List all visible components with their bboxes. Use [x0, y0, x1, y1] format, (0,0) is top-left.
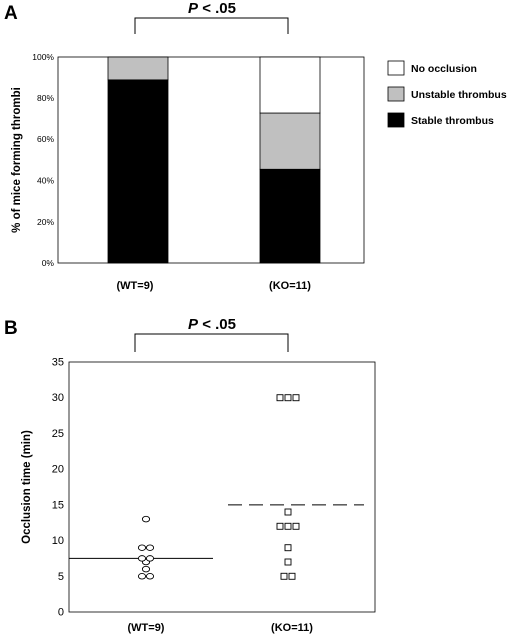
data-point-wt-9 [137, 573, 147, 580]
panel-b-p-value: P < .05 [188, 316, 236, 333]
data-point-wt-9 [137, 544, 147, 551]
bar-stable-thrombus-ko-11 [259, 168, 321, 264]
panel-b-letter: B [4, 318, 18, 339]
panel-a-significance-bracket [134, 17, 289, 34]
panel-b-ytick-label: 0 [58, 607, 64, 619]
bar-unstable-thrombus-wt-9 [107, 56, 169, 81]
panel-a-letter: A [4, 3, 18, 24]
panel-b-significance-bracket [134, 333, 289, 352]
bar-no-occlusion-ko-11 [259, 56, 321, 114]
panel-b-y-axis-label: Occlusion time (min) [21, 430, 33, 544]
panel-a-legend: No occlusion Unstable thrombus Stable th… [387, 60, 507, 128]
bar-stable-thrombus-wt-9 [107, 79, 169, 264]
data-point-ko-11 [292, 394, 300, 402]
data-point-wt-9 [145, 573, 155, 580]
panel-a-xtick-ko: (KO=11) [269, 280, 311, 292]
panel-b-plot-area [68, 361, 376, 613]
data-point-ko-11 [292, 522, 300, 530]
data-point-ko-11 [276, 394, 284, 402]
panel-a-p-value-text: < .05 [198, 0, 236, 17]
panel-b: B P < .05 Occlusion time (min) 0 5 10 15… [4, 316, 376, 634]
panel-b-p-value-italic: P [188, 316, 199, 333]
data-point-wt-9 [145, 544, 155, 551]
panel-b-ytick-label: 20 [52, 464, 64, 476]
data-point-ko-11 [284, 544, 292, 552]
panel-b-points [69, 394, 364, 580]
data-point-ko-11 [276, 522, 284, 530]
panel-b-ytick-label: 35 [52, 357, 64, 369]
panel-a-ytick-label: 60% [37, 134, 54, 144]
legend-label-unstable-thrombus: Unstable thrombus [411, 89, 507, 101]
panel-a-y-axis-label: % of mice forming thrombi [11, 87, 23, 233]
panel-a-xtick-wt: (WT=9) [117, 280, 154, 292]
panel-a-p-value: P < .05 [188, 0, 236, 17]
panel-b-p-value-text: < .05 [198, 316, 236, 333]
data-point-wt-9 [141, 515, 151, 523]
panel-a-bars [107, 56, 321, 264]
panel-a-p-value-italic: P [188, 0, 199, 17]
legend-swatch-no-occlusion [387, 60, 405, 76]
panel-a-ytick-label: 20% [37, 217, 54, 227]
panel-a-ytick-label: 0% [42, 258, 55, 268]
panel-a-ytick-label: 100% [32, 52, 54, 62]
panel-b-ytick-label: 30 [52, 392, 64, 404]
data-point-ko-11 [280, 572, 288, 580]
data-point-ko-11 [284, 394, 292, 402]
panel-b-xtick-wt: (WT=9) [128, 622, 165, 634]
legend-label-no-occlusion: No occlusion [411, 63, 477, 75]
panel-b-ytick-label: 25 [52, 428, 64, 440]
panel-a-ytick-label: 80% [37, 93, 54, 103]
panel-b-xtick-ko: (KO=11) [271, 622, 313, 634]
panel-a-ytick-label: 40% [37, 176, 54, 186]
legend-swatch-unstable-thrombus [387, 86, 405, 102]
bar-unstable-thrombus-ko-11 [259, 112, 321, 170]
data-point-wt-9 [145, 555, 155, 562]
data-point-ko-11 [284, 508, 292, 516]
legend-swatch-stable-thrombus [387, 112, 405, 128]
panel-b-ytick-label: 15 [52, 499, 64, 511]
panel-b-ytick-label: 5 [58, 571, 64, 583]
panel-a: A P < .05 % of mice forming thrombi 0% 2… [4, 0, 507, 292]
data-point-ko-11 [284, 522, 292, 530]
data-point-ko-11 [288, 572, 296, 580]
panel-b-ytick-label: 10 [52, 535, 64, 547]
data-point-wt-9 [141, 565, 151, 573]
data-point-ko-11 [284, 558, 292, 566]
legend-label-stable-thrombus: Stable thrombus [411, 115, 494, 127]
panel-b-y-ticks: 0 5 10 15 20 25 30 35 [52, 357, 64, 619]
panel-a-y-ticks: 0% 20% 40% 60% 80% 100% [32, 52, 54, 268]
data-point-wt-9 [137, 555, 147, 562]
